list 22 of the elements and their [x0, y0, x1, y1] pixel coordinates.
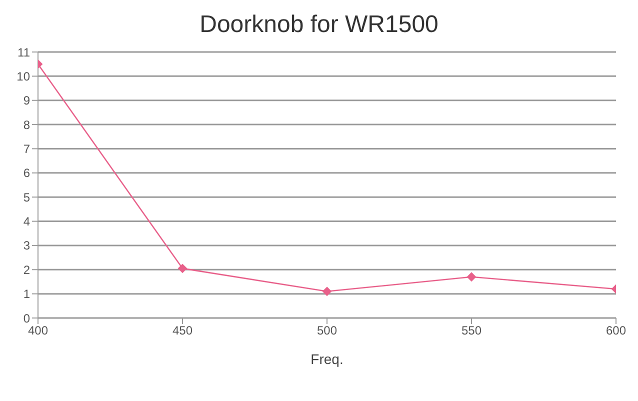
y-tick-label: 1: [23, 287, 30, 302]
x-axis-title: Freq.: [310, 351, 344, 367]
y-tick-label: 8: [23, 118, 30, 132]
x-tick-label: 550: [461, 324, 482, 338]
y-tick-label: 3: [23, 238, 30, 253]
y-tick-label: 0: [23, 311, 30, 326]
y-tick-label: 5: [23, 190, 30, 204]
y-tick-label: 6: [23, 166, 30, 180]
y-tick-label: 2: [23, 262, 30, 277]
point: [322, 286, 332, 296]
chart-title: Doorknob for WR1500: [198, 10, 440, 40]
x-tick-label: 500: [316, 324, 338, 338]
y-tick-label: 11: [18, 45, 30, 60]
y-tick-label: 7: [23, 142, 30, 156]
point: [467, 272, 476, 282]
y-tick-label: 4: [23, 214, 30, 229]
y-tick-label: 9: [23, 94, 30, 108]
point: [178, 264, 187, 273]
x-tick-label: 450: [172, 324, 193, 338]
x-tick-label: 400: [28, 324, 48, 338]
x-tick-label: 600: [606, 324, 626, 338]
y-tick-label: 10: [16, 69, 30, 84]
